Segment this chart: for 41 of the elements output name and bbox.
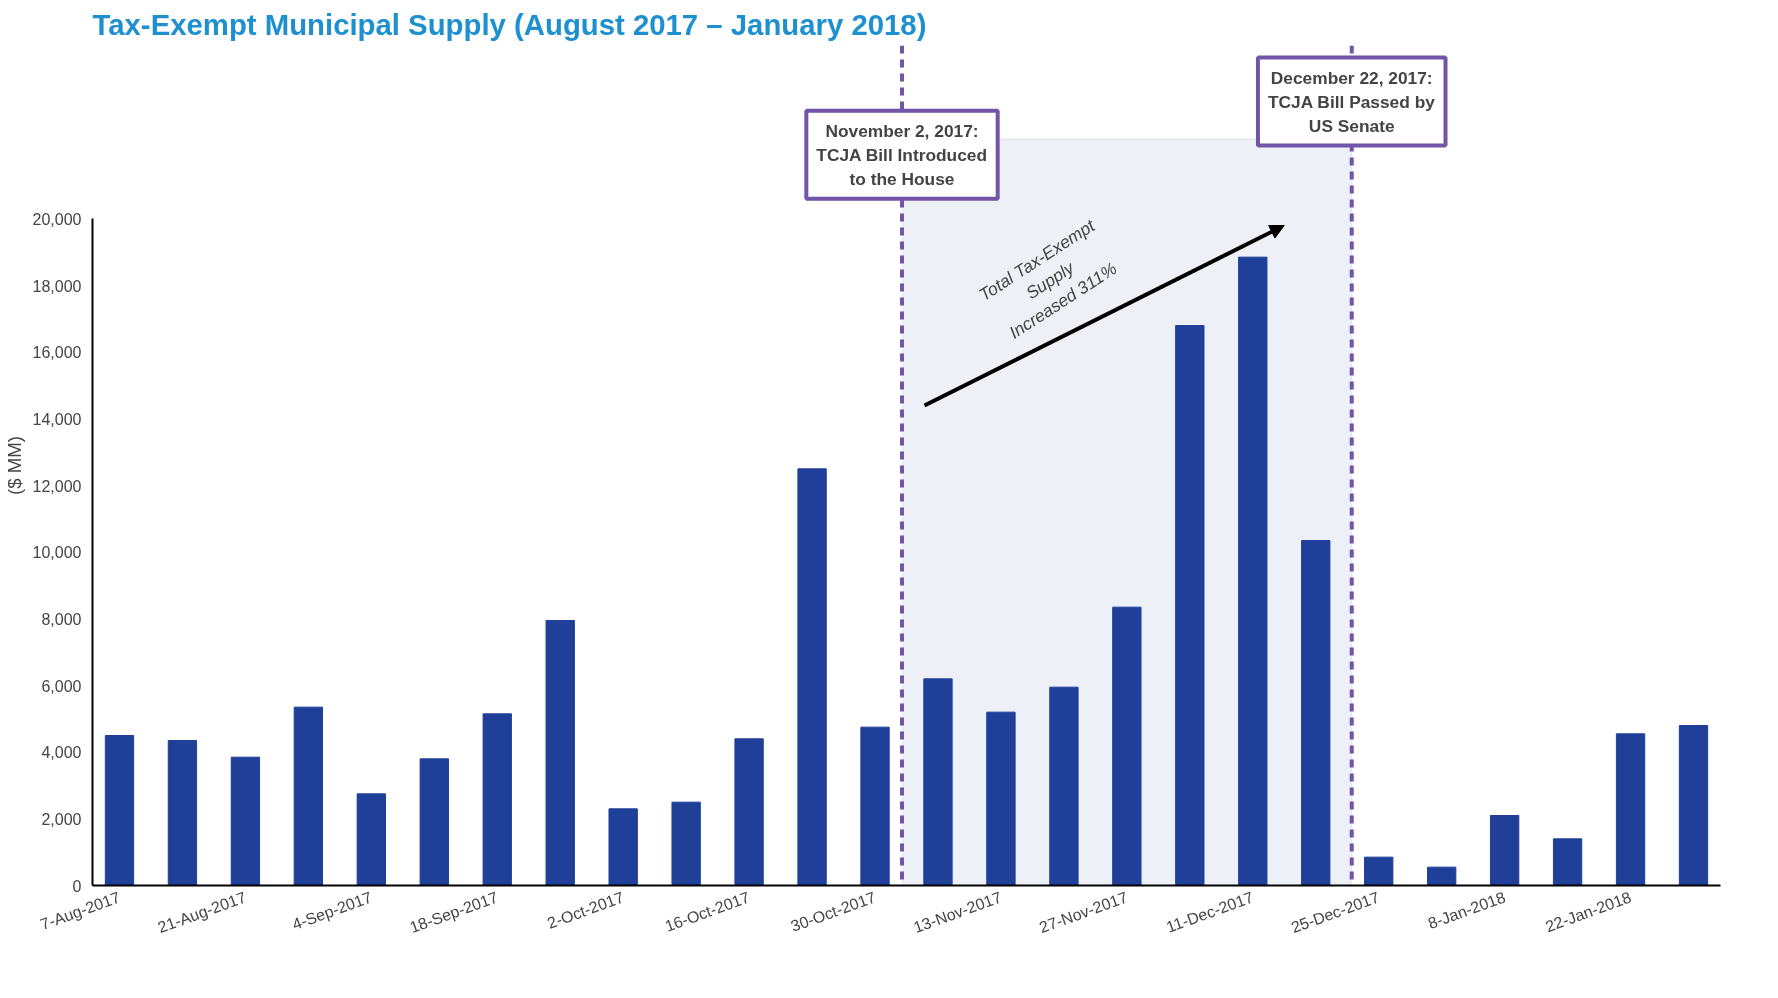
y-tick-label: 6,000 — [41, 677, 82, 695]
bar — [1489, 815, 1520, 886]
ref-line-label: November 2, 2017: TCJA Bill Introduced to the House — [816, 120, 988, 189]
bar — [167, 740, 198, 886]
y-tick-label: 8,000 — [41, 610, 82, 628]
bar — [1552, 838, 1583, 886]
y-tick-label: 12,000 — [32, 477, 82, 495]
y-tick-label: 2,000 — [41, 810, 82, 828]
bar — [1112, 606, 1142, 886]
y-tick-label: 18,000 — [32, 277, 82, 295]
bar — [293, 706, 324, 886]
y-tick-label: 14,000 — [32, 410, 82, 428]
bar — [1238, 256, 1268, 886]
chart-title: Tax-Exempt Municipal Supply (August 2017 – January 2018) — [92, 7, 927, 41]
bar — [860, 726, 890, 886]
bar — [986, 711, 1016, 886]
bar — [1301, 540, 1331, 886]
bar — [734, 738, 764, 886]
y-tick-label: 4,000 — [41, 744, 82, 762]
bar — [608, 808, 638, 886]
bar — [356, 793, 386, 886]
bar — [797, 468, 827, 886]
bar — [1615, 733, 1646, 886]
y-tick-label: 0 — [72, 877, 82, 895]
bar — [104, 735, 135, 886]
bar — [1364, 856, 1394, 886]
bar — [419, 758, 449, 886]
bar — [1678, 725, 1709, 886]
bar — [1049, 686, 1079, 886]
y-axis-title: ($ MM) — [3, 435, 25, 496]
bar — [671, 801, 701, 886]
y-tick-label: 16,000 — [32, 344, 82, 362]
bar — [545, 620, 575, 886]
ref-line-label: December 22, 2017: TCJA Bill Passed by US Senate — [1267, 67, 1436, 136]
y-tick-label: 20,000 — [32, 210, 82, 228]
bar — [230, 756, 261, 886]
bar — [923, 678, 953, 886]
y-tick-label: 10,000 — [32, 544, 82, 562]
bar — [1427, 866, 1457, 886]
bar — [482, 713, 512, 886]
bar — [1175, 325, 1205, 886]
